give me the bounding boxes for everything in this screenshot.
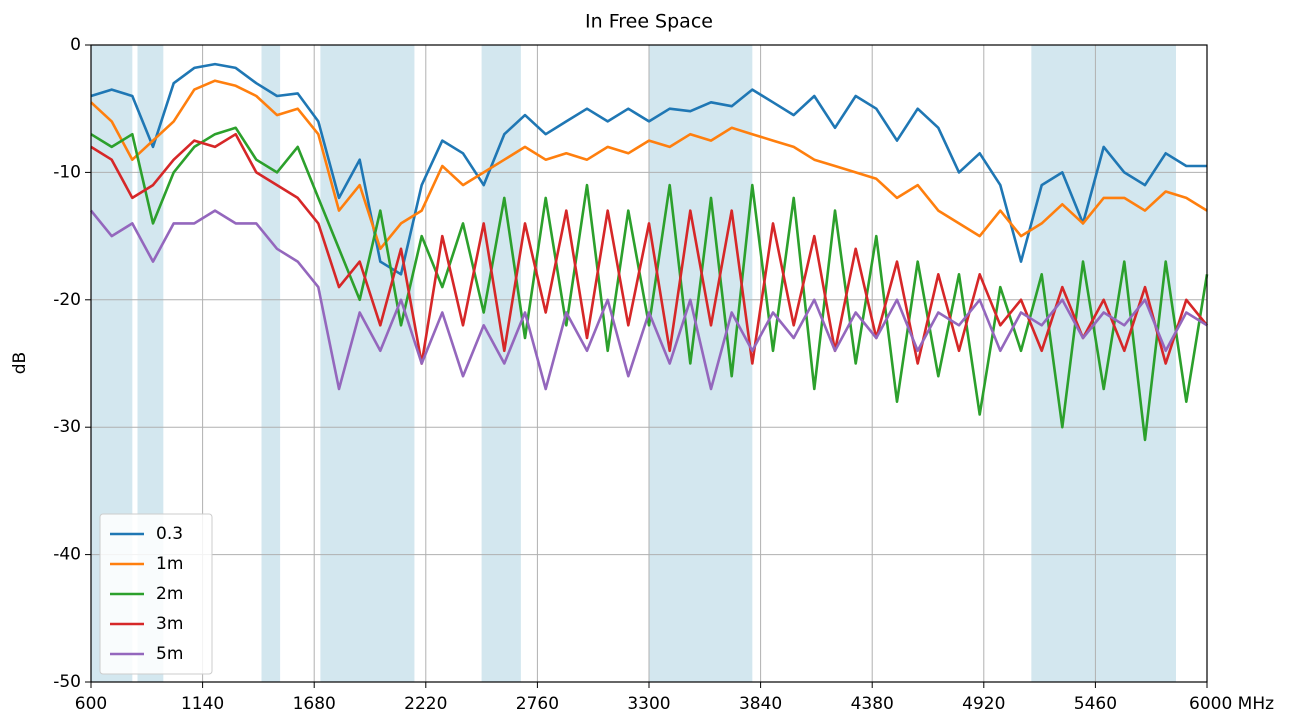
- y-tick-label: -30: [53, 417, 81, 437]
- y-tick-label: 0: [70, 35, 81, 55]
- legend-label: 3m: [156, 614, 183, 634]
- x-tick-label: 2760: [516, 694, 559, 714]
- series-line: [90, 62, 1207, 276]
- series-line: [90, 132, 1209, 365]
- series-line: [90, 79, 1208, 251]
- shaded-band: [649, 45, 753, 682]
- shaded-band: [320, 45, 415, 682]
- y-axis-label: dB: [10, 352, 30, 374]
- x-tick-label: 2220: [404, 694, 447, 714]
- legend-box: [99, 513, 213, 675]
- chart-title: In Free Space: [585, 11, 713, 33]
- x-tick-label: 5460: [1074, 694, 1117, 714]
- x-tick-label: 1680: [293, 694, 336, 714]
- y-tick-label: -10: [53, 162, 81, 182]
- x-tick-label: 4380: [851, 694, 894, 714]
- legend-label: 0.3: [156, 524, 183, 544]
- y-tick-label: -40: [53, 545, 81, 565]
- shaded-band: [261, 45, 281, 682]
- series-line: [89, 209, 1208, 391]
- shaded-band: [481, 45, 521, 682]
- x-tick-label: 4920: [962, 694, 1005, 714]
- legend-label: 2m: [156, 584, 183, 604]
- y-tick-label: -20: [53, 290, 81, 310]
- x-tick-label: 600: [75, 694, 107, 714]
- legend-label: 5m: [156, 644, 183, 664]
- x-tick-label: 6000 MHz: [1189, 694, 1274, 714]
- legend-label: 1m: [156, 554, 183, 574]
- x-tick-label: 3840: [739, 694, 782, 714]
- plot-frame: [90, 44, 1208, 683]
- series-line: [90, 126, 1209, 442]
- x-tick-label: 1140: [181, 694, 224, 714]
- x-tick-label: 3300: [627, 694, 670, 714]
- y-tick-label: -50: [53, 672, 81, 692]
